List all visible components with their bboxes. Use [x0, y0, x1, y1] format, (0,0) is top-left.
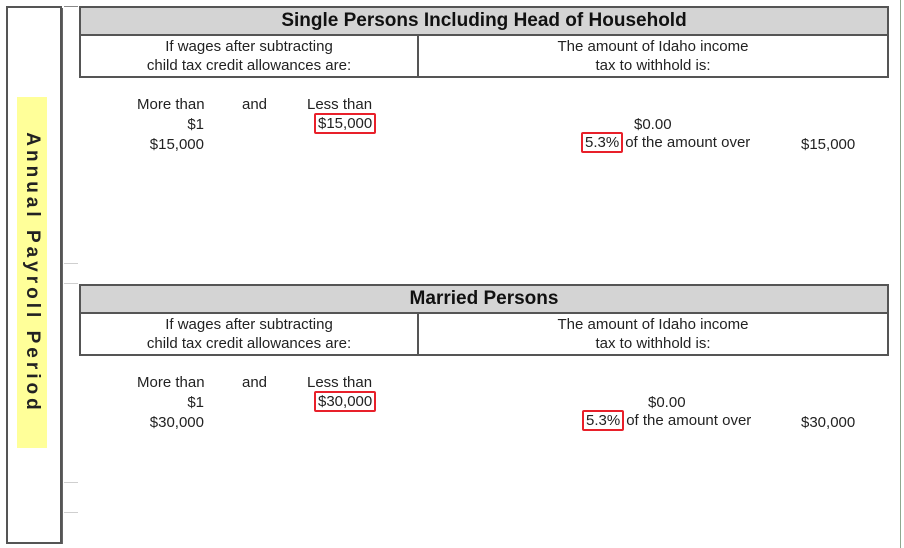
less-than-value: $30,000 — [314, 391, 377, 412]
withhold-column-header: The amount of Idaho income tax to withho… — [419, 36, 887, 76]
header-line: tax to withhold is: — [595, 57, 711, 74]
less-than-label: Less than — [307, 374, 373, 391]
rate-description: of the amount over — [625, 134, 751, 151]
more-than-value: $1 — [187, 394, 204, 411]
rate-description: of the amount over — [626, 412, 752, 429]
section-header-row: If wages after subtracting child tax cre… — [79, 36, 889, 78]
tax-rate-row: 5.3% of the amount over — [581, 132, 751, 153]
wages-column-header: If wages after subtracting child tax cre… — [81, 314, 419, 354]
and-label: and — [242, 374, 268, 391]
more-than-label: More than — [137, 96, 205, 113]
more-than-value: $1 — [187, 116, 204, 133]
less-than-value-highlighted: $15,000 — [314, 113, 377, 134]
header-line: If wages after subtracting — [165, 38, 333, 55]
withhold-amount: $0.00 — [634, 116, 672, 133]
section-header-row: If wages after subtracting child tax cre… — [79, 314, 889, 356]
divider-line — [64, 263, 78, 264]
right-border-line — [900, 0, 901, 548]
divider-line — [64, 512, 78, 513]
amount-over-value: $15,000 — [801, 136, 856, 153]
section-title-married: Married Persons — [79, 284, 889, 314]
divider-line — [62, 8, 63, 544]
withhold-column-header: The amount of Idaho income tax to withho… — [419, 314, 887, 354]
tax-rate-row: 5.3% of the amount over — [582, 410, 752, 431]
tax-rate: 5.3% — [582, 410, 625, 431]
header-line: If wages after subtracting — [165, 316, 333, 333]
divider-line — [64, 6, 78, 7]
header-line: child tax credit allowances are: — [146, 57, 352, 74]
withhold-amount: $0.00 — [648, 394, 686, 411]
header-line: The amount of Idaho income — [557, 38, 749, 55]
header-line: tax to withhold is: — [595, 335, 711, 352]
side-label-box: Annual Payroll Period — [17, 97, 47, 448]
amount-over-value: $30,000 — [801, 414, 856, 431]
less-than-label: Less than — [307, 96, 373, 113]
less-than-value-highlighted: $30,000 — [314, 391, 377, 412]
more-than-value: $15,000 — [149, 136, 204, 153]
and-label: and — [242, 96, 268, 113]
divider-line — [64, 283, 78, 284]
header-line: child tax credit allowances are: — [146, 335, 352, 352]
divider-line — [64, 482, 78, 483]
more-than-value: $30,000 — [149, 414, 204, 431]
header-line: The amount of Idaho income — [557, 316, 749, 333]
more-than-label: More than — [137, 374, 205, 391]
wages-column-header: If wages after subtracting child tax cre… — [81, 36, 419, 76]
section-title-single: Single Persons Including Head of Househo… — [79, 6, 889, 36]
less-than-value: $15,000 — [314, 113, 377, 134]
tax-rate: 5.3% — [581, 132, 624, 153]
payroll-period-label: Annual Payroll Period — [22, 131, 43, 414]
